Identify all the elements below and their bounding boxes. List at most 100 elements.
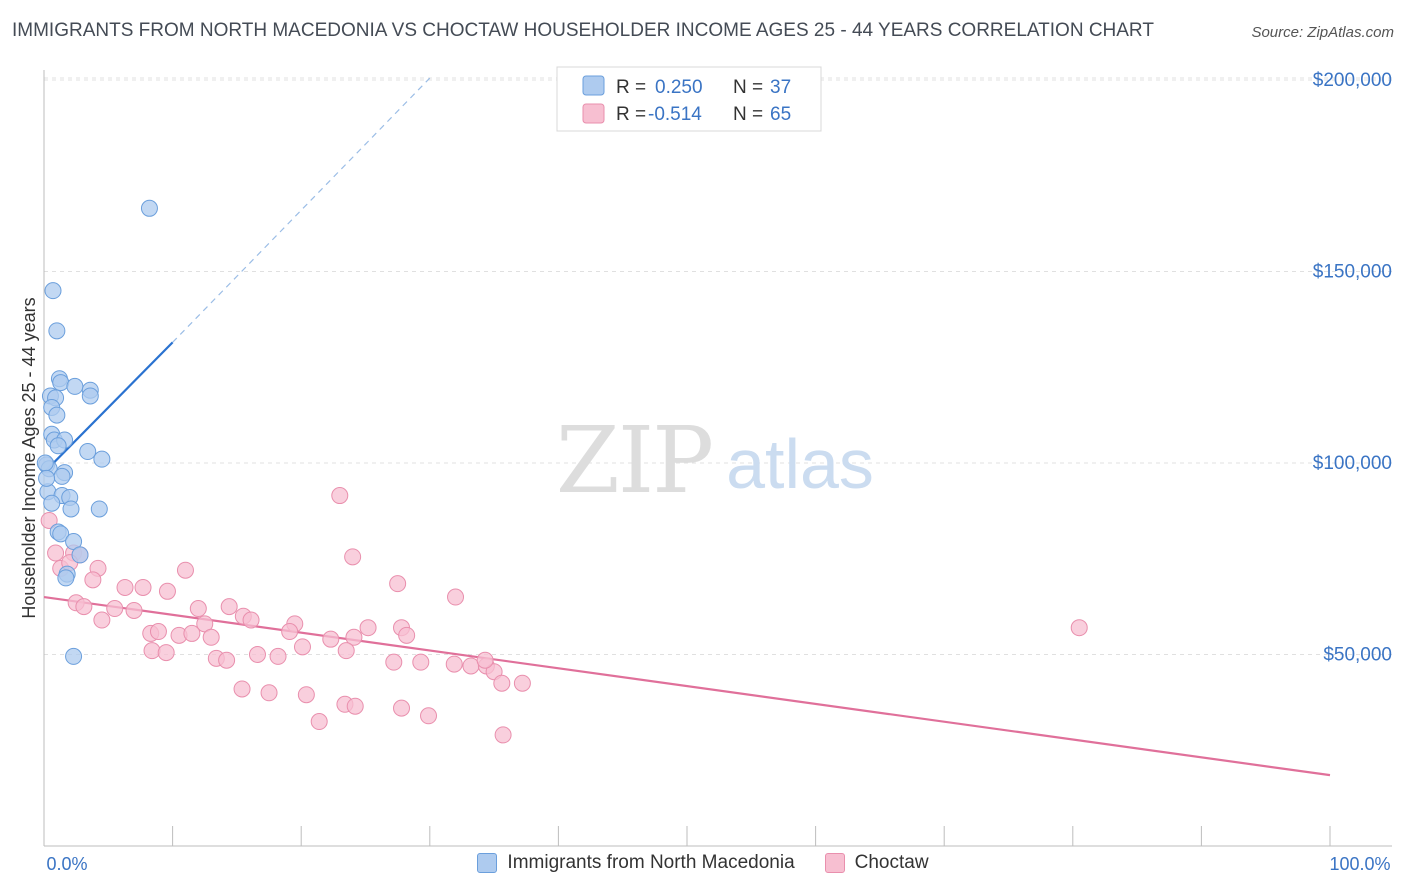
choctaw-point: [398, 626, 416, 644]
legend-swatch-choctaw: [582, 103, 605, 124]
stats-legend: R = 0.250 N = 37 R = -0.514 N = 65: [556, 66, 822, 132]
choctaw-point: [47, 544, 65, 562]
macedonia-point: [71, 546, 89, 564]
choctaw-point: [293, 638, 311, 656]
choctaw-point: [143, 642, 161, 660]
macedonia-point: [36, 454, 54, 472]
macedonia-point: [90, 500, 108, 518]
trend-lines: [43, 77, 1331, 777]
choctaw-point: [447, 588, 465, 606]
macedonia-points: [36, 199, 158, 665]
legend-swatch-macedonia: [582, 75, 605, 96]
legend-r-value-2: -0.514: [648, 104, 702, 125]
choctaw-point: [476, 651, 494, 669]
choctaw-point: [420, 707, 438, 725]
bottom-legend-label-choctaw: Choctaw: [854, 852, 929, 873]
legend-n-label-2: N =: [733, 104, 768, 125]
choctaw-point: [281, 623, 299, 641]
choctaw-point: [260, 684, 278, 702]
choctaw-point: [331, 487, 349, 505]
choctaw-point: [189, 600, 207, 618]
macedonia-point: [52, 374, 70, 392]
choctaw-point: [493, 674, 511, 692]
choctaw-point: [84, 571, 102, 589]
y-tick-label: $100,000: [1313, 453, 1392, 474]
choctaw-point: [494, 726, 512, 744]
choctaw-point: [149, 623, 167, 641]
choctaw-point: [345, 628, 363, 646]
choctaw-point: [359, 619, 377, 637]
y-tick-label: $200,000: [1313, 70, 1392, 91]
choctaw-point: [337, 642, 355, 660]
legend-n-value-1: 37: [770, 77, 791, 98]
x-tick-label-max: 100.0%: [1329, 854, 1390, 874]
watermark-atlas: atlas: [726, 425, 874, 503]
macedonia-point: [79, 443, 97, 461]
legend-r-value-1: 0.250: [655, 77, 703, 98]
choctaw-point: [218, 651, 236, 669]
macedonia-point: [53, 467, 71, 485]
choctaw-point: [513, 674, 531, 692]
choctaw-point: [202, 628, 220, 646]
choctaw-point: [346, 697, 364, 715]
trendline-macedonia-extension: [172, 77, 431, 343]
macedonia-point: [62, 500, 80, 518]
y-tick-labels: $50,000 $100,000 $150,000 $200,000: [1313, 70, 1392, 666]
macedonia-point: [48, 322, 66, 340]
choctaw-point: [248, 646, 266, 663]
trendline-choctaw: [43, 595, 1331, 777]
choctaw-point: [310, 713, 328, 731]
bottom-legend: Immigrants from North Macedonia Choctaw: [0, 852, 1406, 874]
x-tick-label-min: 0.0%: [46, 854, 87, 874]
legend-r-label-2: R =: [616, 104, 651, 125]
choctaw-point: [322, 630, 340, 648]
bottom-legend-swatch-macedonia: [477, 853, 498, 873]
choctaw-point: [393, 699, 411, 717]
choctaw-point: [445, 655, 463, 673]
bottom-legend-item-macedonia[interactable]: Immigrants from North Macedonia: [477, 852, 795, 874]
choctaw-point: [125, 601, 143, 619]
trendline-macedonia: [43, 341, 174, 474]
choctaw-point: [40, 511, 58, 529]
choctaw-point: [106, 600, 124, 618]
y-tick-label: $50,000: [1323, 645, 1392, 666]
choctaw-point: [233, 680, 251, 698]
choctaw-point: [220, 598, 238, 616]
choctaw-point: [93, 611, 111, 629]
legend-n-value-2: 65: [770, 104, 791, 125]
bottom-legend-swatch-choctaw: [824, 853, 845, 873]
macedonia-point: [52, 525, 70, 543]
macedonia-point: [43, 494, 61, 512]
choctaw-points: [40, 487, 1088, 744]
choctaw-point: [157, 644, 175, 662]
macedonia-point: [66, 377, 84, 395]
macedonia-point: [81, 387, 99, 405]
choctaw-point: [297, 686, 315, 704]
y-tick-label: $150,000: [1313, 262, 1392, 283]
choctaw-point: [242, 611, 260, 629]
choctaw-point: [269, 647, 287, 665]
grid-lines: [44, 77, 1392, 655]
choctaw-point: [462, 657, 480, 675]
watermark-zip: ZIP: [556, 407, 712, 514]
choctaw-point: [1070, 619, 1088, 637]
choctaw-point: [412, 653, 430, 671]
y-axis-label: Householder Income Ages 25 - 44 years: [19, 297, 39, 618]
choctaw-point: [134, 578, 152, 596]
chart-title: IMMIGRANTS FROM NORTH MACEDONIA VS CHOCT…: [12, 20, 1154, 41]
legend-r-label-1: R =: [616, 77, 651, 98]
choctaw-point: [75, 598, 93, 616]
macedonia-point: [38, 469, 56, 487]
macedonia-point: [49, 437, 67, 455]
choctaw-point: [116, 578, 134, 596]
macedonia-point: [140, 199, 158, 217]
bottom-legend-item-choctaw[interactable]: Choctaw: [824, 852, 929, 874]
macedonia-point: [44, 282, 62, 300]
axes: [43, 70, 1392, 847]
choctaw-point: [158, 582, 176, 600]
choctaw-point: [183, 624, 201, 642]
choctaw-point: [344, 548, 362, 566]
macedonia-point: [65, 647, 83, 665]
macedonia-point: [48, 406, 66, 424]
